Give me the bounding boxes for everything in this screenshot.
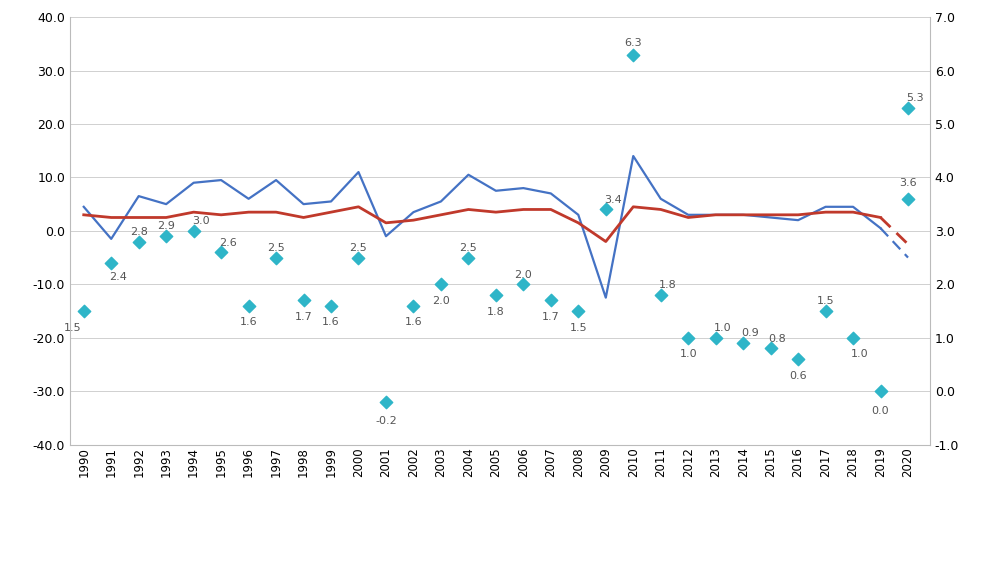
Text: 1.0: 1.0 [714,323,731,333]
Point [433,280,449,289]
Point [570,307,586,316]
Point [213,247,229,256]
Point [873,386,889,396]
Text: 2.5: 2.5 [460,243,477,253]
Text: 1.8: 1.8 [659,280,677,290]
Text: 1.6: 1.6 [322,317,340,327]
Point [598,205,614,214]
Text: 2.5: 2.5 [350,243,367,253]
Point [680,333,696,342]
Text: 2.4: 2.4 [109,272,127,282]
Point [378,397,394,406]
Text: 1.0: 1.0 [851,349,869,360]
Point [323,301,339,310]
Point [515,280,531,289]
Point [296,296,312,305]
Text: 3.0: 3.0 [192,216,209,226]
Text: 1.5: 1.5 [569,323,587,333]
Text: 6.3: 6.3 [624,38,642,48]
Text: 2.9: 2.9 [157,222,175,231]
Text: 1.5: 1.5 [817,296,834,306]
Point [845,333,861,342]
Point [790,355,806,364]
Point [708,333,724,342]
Point [900,103,916,112]
Point [158,231,174,241]
Point [818,307,834,316]
Text: 0.9: 0.9 [741,328,759,339]
Text: 1.0: 1.0 [679,349,697,360]
Point [488,291,504,300]
Point [460,253,476,262]
Text: 1.8: 1.8 [487,307,505,317]
Text: 1.5: 1.5 [64,323,81,333]
Point [186,226,202,235]
Text: 3.6: 3.6 [899,178,917,188]
Point [763,344,779,353]
Text: 0.6: 0.6 [789,370,807,381]
Text: 2.0: 2.0 [514,270,532,279]
Text: 1.6: 1.6 [240,317,257,327]
Text: 0.8: 0.8 [769,333,786,344]
Point [625,50,641,59]
Text: 2.5: 2.5 [267,243,285,253]
Point [405,301,421,310]
Text: 3.4: 3.4 [604,195,622,205]
Point [350,253,366,262]
Text: 1.7: 1.7 [295,312,312,322]
Text: 1.6: 1.6 [405,317,422,327]
Point [735,339,751,348]
Text: 0.0: 0.0 [872,406,889,416]
Point [131,237,147,246]
Point [103,258,119,267]
Point [268,253,284,262]
Point [241,301,257,310]
Text: 2.8: 2.8 [130,227,148,237]
Text: 2.0: 2.0 [432,296,450,306]
Text: 5.3: 5.3 [906,93,924,103]
Point [543,296,559,305]
Point [653,291,669,300]
Text: 1.7: 1.7 [542,312,560,322]
Point [76,307,92,316]
Text: -0.2: -0.2 [375,416,397,426]
Text: 2.6: 2.6 [219,238,237,247]
Point [900,194,916,203]
